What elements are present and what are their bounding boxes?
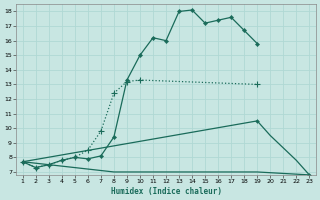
X-axis label: Humidex (Indice chaleur): Humidex (Indice chaleur) bbox=[110, 187, 221, 196]
